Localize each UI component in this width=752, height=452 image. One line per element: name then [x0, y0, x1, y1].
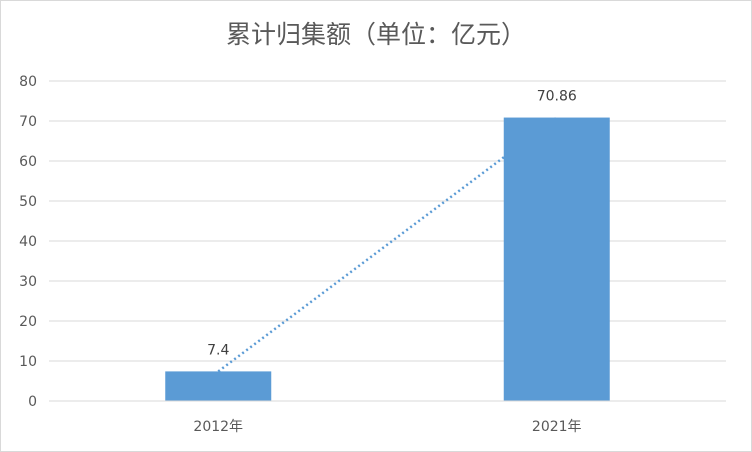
y-tick-label: 60 — [19, 154, 37, 170]
data-label: 7.4 — [207, 342, 229, 358]
y-tick-label: 70 — [19, 114, 37, 130]
y-tick-label: 80 — [19, 74, 37, 90]
bar-0 — [165, 371, 272, 401]
chart-title: 累计归集额（单位：亿元） — [225, 20, 526, 49]
y-tick-label: 40 — [19, 234, 37, 250]
y-tick-label: 0 — [28, 394, 37, 410]
data-label: 70.86 — [537, 89, 577, 105]
y-tick-label: 20 — [19, 314, 37, 330]
y-tick-label: 50 — [19, 194, 37, 210]
bar-1 — [503, 117, 610, 401]
x-tick-label: 2021年 — [532, 419, 582, 435]
y-tick-label: 10 — [19, 354, 37, 370]
y-tick-label: 30 — [19, 274, 37, 290]
x-tick-label: 2012年 — [193, 419, 243, 435]
trendline — [217, 116, 558, 373]
